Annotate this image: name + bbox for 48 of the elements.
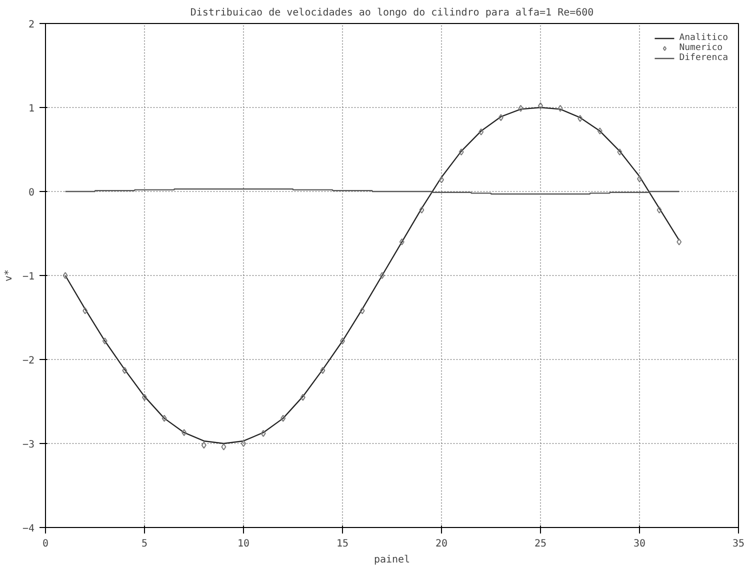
point [380,272,385,279]
point [162,414,167,422]
y-axis-title: v* [3,269,14,282]
point [478,128,484,136]
y-tick-label: 1 [28,104,35,114]
point [280,414,286,422]
legend-label: Analitico [679,33,728,43]
x-tick-label: 30 [633,538,646,550]
x-tick-label: 20 [435,538,448,550]
legend-label: Numerico [679,43,723,53]
point [360,307,365,314]
point [419,206,424,214]
point [578,114,583,122]
y-tick-label: −3 [22,440,35,450]
point [182,429,187,436]
point [102,338,108,345]
x-tick-label: 25 [534,538,547,550]
point [122,366,128,374]
point [241,440,246,447]
y-tick-label: −1 [22,272,35,282]
x-tick-label: 5 [141,538,148,550]
legend-label: Diferenca [679,53,728,63]
point [597,128,602,135]
point [617,148,622,156]
x-tick-label: 35 [732,538,745,550]
point [518,104,524,112]
point [399,238,404,246]
point [676,238,682,246]
y-tick-label: 0 [28,188,35,198]
point [300,394,306,401]
point [656,206,662,214]
point [62,272,68,279]
point [82,307,88,314]
point [498,114,504,122]
point [221,443,226,450]
y-tick-label: −4 [22,524,35,534]
x-axis-title: painel [374,554,410,566]
point [558,104,563,112]
chart-title: Distribuicao de velocidades ao longo do cilindro para alfa=1 Re=600 [190,8,594,18]
point [201,442,206,449]
point [458,148,464,156]
x-tick-label: 0 [42,538,49,550]
x-tick-label: 15 [336,538,349,550]
point [320,366,326,374]
y-tick-label: 2 [28,20,35,30]
x-tick-label: 10 [237,538,250,550]
y-tick-label: −2 [22,356,35,366]
point [260,430,266,437]
